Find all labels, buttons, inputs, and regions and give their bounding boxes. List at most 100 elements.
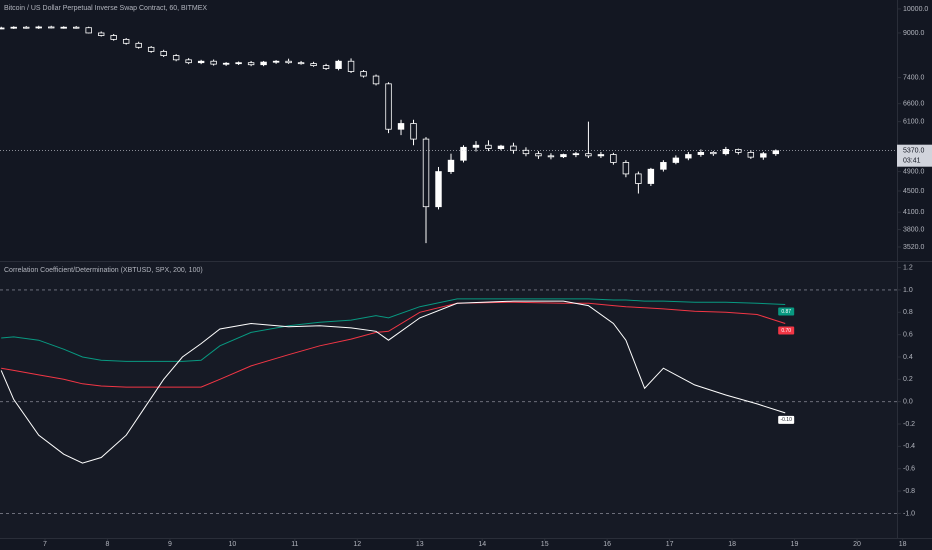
candle-body <box>247 62 255 66</box>
y-tick-label: 1.0 <box>903 287 913 294</box>
candle-body <box>197 60 205 64</box>
value-label: 0.87 <box>781 309 791 315</box>
candle-body <box>672 157 680 163</box>
candle-body <box>222 62 230 65</box>
y-tick-label: 4900.0 <box>903 168 925 175</box>
candle-body <box>435 171 442 208</box>
candle-body <box>472 144 480 148</box>
y-tick-label: -1.0 <box>903 510 915 517</box>
candle-body <box>547 155 555 158</box>
candle-body <box>10 26 17 29</box>
candle-body <box>160 51 167 56</box>
candle-body <box>485 144 492 149</box>
candle-body <box>772 150 780 155</box>
candle-body <box>210 60 217 65</box>
y-tick-label: -0.4 <box>903 443 915 450</box>
x-tick-label: 10 <box>228 541 236 548</box>
candle-body <box>510 145 517 151</box>
candle-body <box>285 60 292 64</box>
y-tick-label: 6100.0 <box>903 118 925 125</box>
value-label: 0.70 <box>781 328 791 334</box>
candle-body <box>110 35 117 40</box>
y-tick-label: 0.6 <box>903 331 913 338</box>
y-tick-label: 10000.0 <box>903 6 928 13</box>
x-tick-label: 18 <box>728 541 736 548</box>
price-pane <box>0 0 897 261</box>
y-tick-label: -0.8 <box>903 488 915 495</box>
candle-body <box>335 60 342 69</box>
candle-body <box>122 38 130 44</box>
y-tick-label: -0.2 <box>903 421 915 428</box>
candle-body <box>372 75 380 85</box>
x-tick-label: 11 <box>291 541 298 548</box>
last-price-label: 5370.0 <box>903 148 925 155</box>
candle-body <box>360 71 367 77</box>
candle-body <box>235 62 242 65</box>
x-tick-label: 18 <box>899 541 907 548</box>
candle-body <box>48 26 55 29</box>
candle-body <box>385 83 392 130</box>
x-tick-label: 16 <box>603 541 611 548</box>
series-line <box>1 301 786 388</box>
candle-body <box>97 32 105 36</box>
series-line <box>1 298 786 362</box>
candle-body <box>85 27 92 34</box>
candle-body <box>0 27 5 30</box>
candle-body <box>647 168 655 184</box>
candle-body <box>722 149 730 155</box>
value-label-box <box>778 307 795 316</box>
candle-body <box>560 154 567 158</box>
candle-body <box>610 154 617 163</box>
candle-body <box>310 63 317 66</box>
candle-body <box>760 153 767 158</box>
candle-body <box>35 26 42 29</box>
x-tick-label: 8 <box>105 541 109 548</box>
y-tick-label: 0.8 <box>903 309 913 316</box>
x-tick-label: 20 <box>853 541 861 548</box>
x-tick-label: 17 <box>666 541 674 548</box>
candle-body <box>447 159 455 172</box>
candle-body <box>685 154 692 159</box>
candle-body <box>347 60 355 72</box>
value-label-box <box>778 326 795 335</box>
candle-body <box>597 154 605 157</box>
candle-body <box>185 59 192 64</box>
candle-body <box>135 42 142 48</box>
candle-body <box>260 61 267 66</box>
candle-body <box>297 62 305 65</box>
x-tick-label: 9 <box>168 541 172 548</box>
candle-body <box>697 151 705 155</box>
value-label: -0.10 <box>780 417 792 423</box>
candle-body <box>622 162 630 175</box>
candle-body <box>747 151 755 158</box>
candle-body <box>397 123 405 130</box>
candle-body <box>172 55 180 61</box>
candle-body <box>23 26 30 29</box>
candle-body <box>460 146 467 161</box>
candle-body <box>635 173 642 184</box>
series-line <box>0 300 786 464</box>
candle-body <box>522 149 530 155</box>
candle-body <box>497 145 505 149</box>
indicator-title: Correlation Coefficient/Determination (X… <box>4 267 203 274</box>
y-tick-label: -0.6 <box>903 466 915 473</box>
candle-body <box>322 65 330 69</box>
candle-body <box>572 153 580 156</box>
y-tick-label: 3800.0 <box>903 226 925 233</box>
candle-body <box>710 151 717 155</box>
candle-body <box>585 153 592 157</box>
y-tick-label: 4100.0 <box>903 209 925 216</box>
y-tick-label: 9000.0 <box>903 30 925 37</box>
last-price-box <box>897 144 932 167</box>
y-tick-label: 7400.0 <box>903 74 925 81</box>
x-tick-label: 15 <box>541 541 549 548</box>
candle-body <box>60 26 67 29</box>
y-tick-label: 3520.0 <box>903 244 925 251</box>
y-tick-label: 0.2 <box>903 376 913 383</box>
candle-body <box>535 153 542 157</box>
candle-body <box>272 60 280 63</box>
x-tick-label: 12 <box>353 541 361 548</box>
candle-body <box>422 138 430 208</box>
